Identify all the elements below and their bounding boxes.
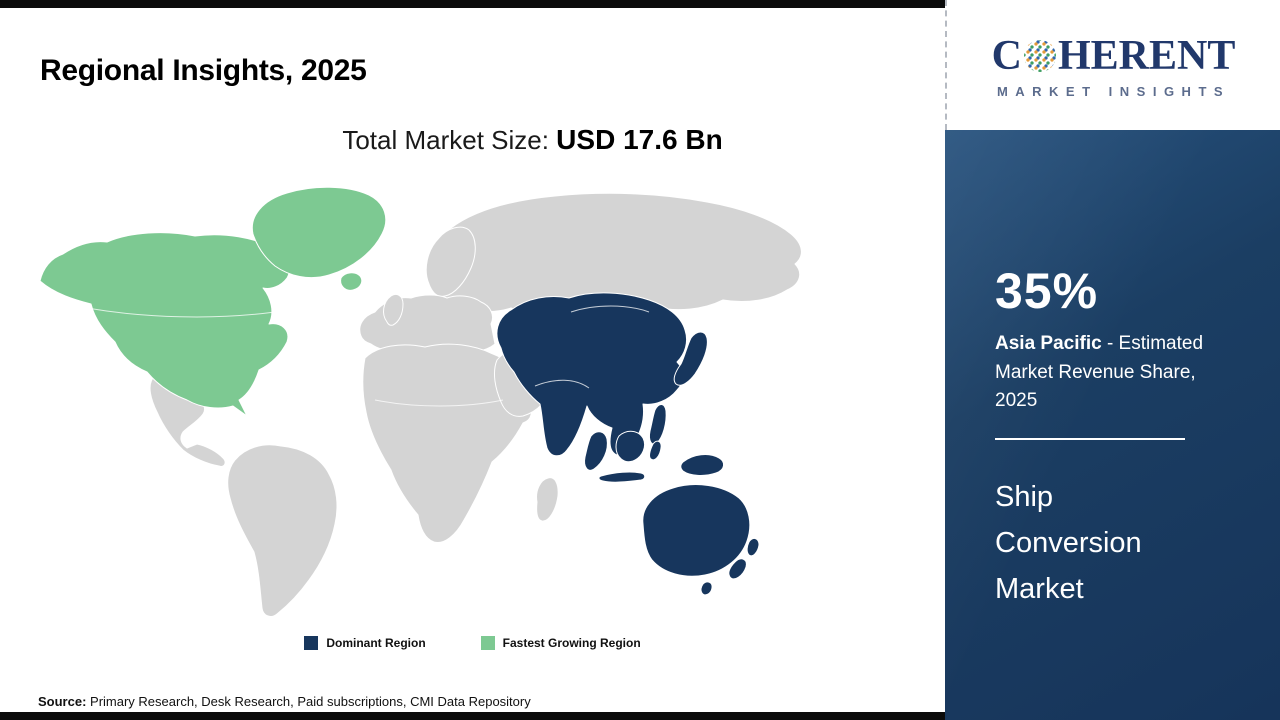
fastest-swatch-rect bbox=[480, 636, 495, 650]
region-sulawesi bbox=[649, 440, 662, 461]
market-size-value: USD 17.6 Bn bbox=[556, 124, 723, 155]
legend-item-fastest: Fastest Growing Region bbox=[480, 636, 641, 650]
region-new-zealand-south bbox=[728, 558, 747, 580]
brand-logo: C HERENT bbox=[992, 35, 1236, 77]
region-description-rest: - Estimated Market Revenue Share, 2025 bbox=[995, 333, 1204, 411]
region-tasmania bbox=[700, 581, 713, 596]
region-madagascar bbox=[536, 477, 559, 522]
region-greenland bbox=[251, 186, 387, 279]
fastest-region-swatch-icon bbox=[480, 636, 495, 650]
country-border-india-china bbox=[534, 379, 590, 389]
source-line: Source: Primary Research, Desk Research,… bbox=[38, 694, 531, 709]
legend-item-dominant: Dominant Region bbox=[304, 636, 426, 650]
share-value: 35% bbox=[995, 263, 1099, 319]
top-border-bar bbox=[0, 0, 945, 8]
region-japan bbox=[673, 331, 708, 386]
market-size-subtitle: Total Market Size: USD 17.6 Bn bbox=[0, 124, 945, 156]
country-border-us-canada bbox=[86, 307, 276, 318]
region-java bbox=[598, 471, 646, 483]
region-africa bbox=[362, 343, 532, 544]
country-border-china-mongolia bbox=[570, 305, 650, 313]
region-europe bbox=[359, 294, 496, 355]
dominant-swatch-rect bbox=[304, 636, 319, 650]
market-name: Ship Conversion Market bbox=[995, 480, 1142, 606]
source-text: Primary Research, Desk Research, Paid su… bbox=[86, 694, 531, 709]
country-border-africa-sahel bbox=[374, 399, 504, 407]
region-sumatra bbox=[584, 431, 608, 471]
map-legend: Dominant Region Fastest Growing Region bbox=[0, 636, 945, 650]
region-borneo bbox=[615, 430, 646, 463]
region-description: Asia Pacific - Estimated Market Revenue … bbox=[995, 330, 1223, 416]
region-philippines bbox=[649, 404, 667, 445]
region-australia bbox=[642, 484, 751, 577]
legend-label-dominant: Dominant Region bbox=[326, 636, 426, 650]
market-size-label: Total Market Size: bbox=[342, 125, 557, 155]
region-united-kingdom bbox=[383, 293, 404, 326]
left-section: Regional Insights, 2025 Total Market Siz… bbox=[0, 0, 945, 720]
region-north-america bbox=[39, 232, 290, 417]
brand-letter-c: C bbox=[991, 33, 1022, 79]
region-new-guinea bbox=[680, 454, 724, 476]
page-title: Regional Insights, 2025 bbox=[40, 54, 367, 88]
source-label: Source: bbox=[38, 694, 87, 709]
logo-area: C HERENT MARKET INSIGHTS bbox=[945, 0, 1280, 130]
dominant-region-swatch-icon bbox=[304, 636, 319, 650]
bottom-border-bar bbox=[0, 712, 945, 720]
divider-line bbox=[995, 437, 1185, 440]
world-map bbox=[39, 186, 802, 616]
brand-tagline: MARKET INSIGHTS bbox=[996, 84, 1231, 99]
region-iceland bbox=[340, 272, 363, 291]
dotted-globe-icon bbox=[1023, 40, 1056, 72]
brand-letters-rest: HERENT bbox=[1057, 33, 1236, 79]
highlight-panel: 35% Asia Pacific - Estimated Market Reve… bbox=[945, 130, 1280, 720]
region-south-america bbox=[227, 444, 338, 616]
region-new-zealand-north bbox=[746, 537, 760, 557]
region-name: Asia Pacific bbox=[995, 333, 1102, 354]
legend-label-fastest: Fastest Growing Region bbox=[502, 636, 641, 650]
